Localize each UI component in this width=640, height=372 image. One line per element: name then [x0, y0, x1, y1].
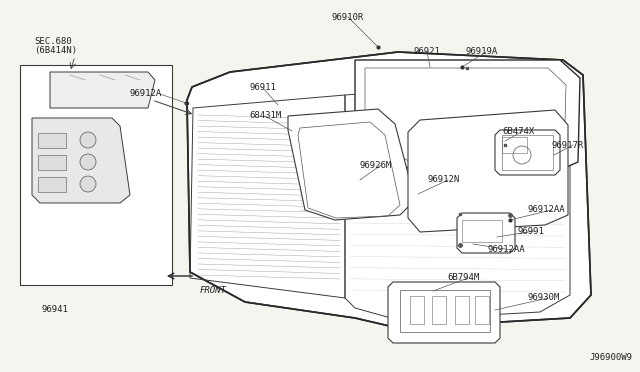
Text: 96919A: 96919A — [465, 48, 497, 57]
Text: 96930M: 96930M — [527, 294, 559, 302]
Text: (6B414N): (6B414N) — [34, 45, 77, 55]
Bar — [502, 137, 527, 153]
Polygon shape — [288, 109, 415, 220]
Bar — [38, 133, 66, 148]
Polygon shape — [32, 118, 130, 203]
Bar — [462, 220, 502, 242]
Text: 96912A: 96912A — [130, 90, 162, 99]
Text: 96911: 96911 — [250, 83, 276, 93]
Text: 96912AA: 96912AA — [487, 246, 525, 254]
Polygon shape — [408, 110, 568, 232]
Polygon shape — [388, 282, 500, 343]
Bar — [475, 296, 489, 324]
Circle shape — [80, 176, 96, 192]
Polygon shape — [495, 130, 560, 175]
Bar — [20, 65, 172, 285]
Text: 96926M: 96926M — [360, 160, 392, 170]
Bar — [410, 296, 424, 324]
Text: 96912AA: 96912AA — [527, 205, 564, 215]
Circle shape — [80, 132, 96, 148]
Text: 6B474X: 6B474X — [502, 126, 534, 135]
Bar — [38, 155, 66, 170]
Bar — [432, 296, 446, 324]
Text: 96941: 96941 — [42, 305, 68, 314]
Bar — [38, 177, 66, 192]
Polygon shape — [355, 60, 580, 172]
Text: 6B794M: 6B794M — [447, 273, 479, 282]
Text: 68431M: 68431M — [249, 112, 281, 121]
Text: 96910R: 96910R — [332, 13, 364, 22]
Polygon shape — [457, 213, 515, 253]
Text: FRONT: FRONT — [200, 286, 227, 295]
Text: SEC.680: SEC.680 — [34, 36, 72, 45]
Bar — [455, 296, 469, 324]
Text: 96921: 96921 — [413, 48, 440, 57]
Polygon shape — [187, 52, 591, 328]
Circle shape — [80, 154, 96, 170]
Text: 96912N: 96912N — [427, 176, 460, 185]
Text: J96900W9: J96900W9 — [589, 353, 632, 362]
Text: 96917R: 96917R — [552, 141, 584, 150]
Polygon shape — [50, 72, 155, 108]
Text: 96991: 96991 — [517, 227, 544, 235]
